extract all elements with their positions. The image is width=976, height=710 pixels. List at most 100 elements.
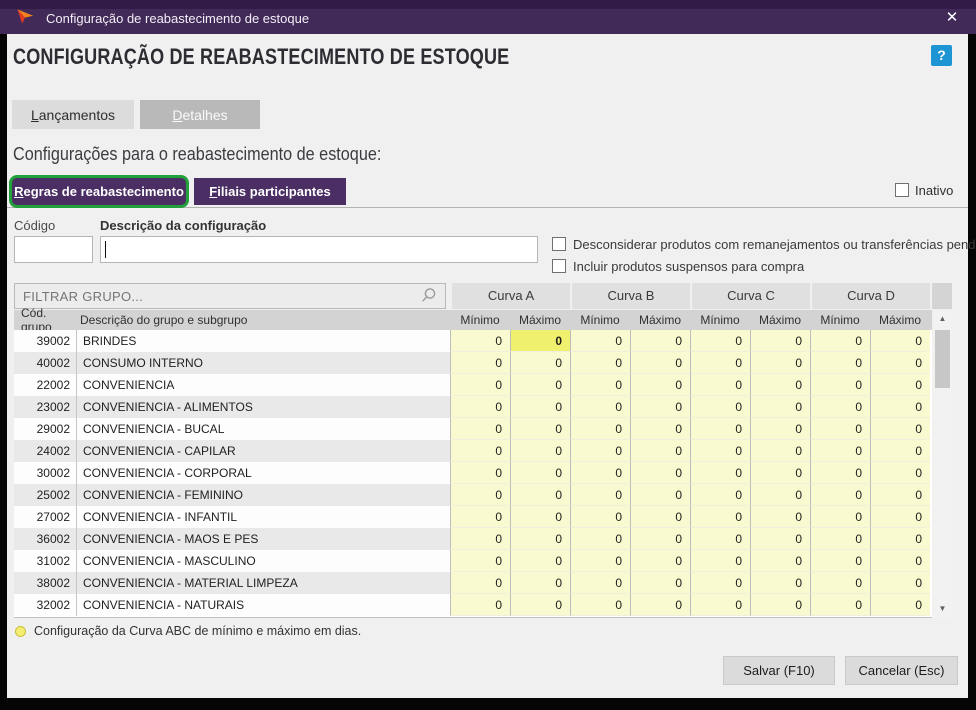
cell-curve-value[interactable]: 0 <box>570 396 630 418</box>
cell-curve-value[interactable]: 0 <box>870 528 930 550</box>
cancel-button[interactable]: Cancelar (Esc) <box>845 656 958 685</box>
cell-curve-value[interactable]: 0 <box>690 330 750 352</box>
cell-curve-value[interactable]: 0 <box>690 352 750 374</box>
cell-curve-value[interactable]: 0 <box>870 462 930 484</box>
cell-curve-value[interactable]: 0 <box>630 396 690 418</box>
cell-curve-value[interactable]: 0 <box>690 462 750 484</box>
table-row[interactable]: 32002 CONVENIENCIA - NATURAIS 0 0 0 0 0 0 0 0 <box>14 594 932 616</box>
cell-curve-value[interactable]: 0 <box>570 550 630 572</box>
cell-curve-value[interactable]: 0 <box>510 352 570 374</box>
cell-curve-value[interactable]: 0 <box>510 484 570 506</box>
cell-curve-value[interactable]: 0 <box>450 396 510 418</box>
cell-curve-value[interactable]: 0 <box>810 528 870 550</box>
cell-curve-value[interactable]: 0 <box>810 352 870 374</box>
cell-curve-value[interactable]: 0 <box>450 484 510 506</box>
cell-curve-value[interactable]: 0 <box>810 594 870 616</box>
help-button[interactable]: ? <box>931 45 952 66</box>
cell-curve-value[interactable]: 0 <box>870 572 930 594</box>
cell-curve-value[interactable]: 0 <box>870 374 930 396</box>
cell-curve-value[interactable]: 0 <box>690 572 750 594</box>
cell-curve-value[interactable]: 0 <box>630 550 690 572</box>
table-row[interactable]: 25002 CONVENIENCIA - FEMININO 0 0 0 0 0 0 0 0 <box>14 484 932 506</box>
cell-curve-value[interactable]: 0 <box>810 484 870 506</box>
cell-curve-value[interactable]: 0 <box>750 396 810 418</box>
cell-curve-value[interactable]: 0 <box>510 418 570 440</box>
cell-curve-value[interactable]: 0 <box>630 374 690 396</box>
cell-curve-value[interactable]: 0 <box>750 506 810 528</box>
cell-curve-value[interactable]: 0 <box>810 506 870 528</box>
cell-curve-value[interactable]: 0 <box>750 440 810 462</box>
cell-curve-value[interactable]: 0 <box>750 462 810 484</box>
cell-curve-value[interactable]: 0 <box>630 484 690 506</box>
cell-curve-value[interactable]: 0 <box>870 550 930 572</box>
search-icon[interactable] <box>420 287 437 309</box>
cell-curve-value[interactable]: 0 <box>630 528 690 550</box>
cell-curve-value[interactable]: 0 <box>690 374 750 396</box>
detalhes-button[interactable]: Detalhes <box>140 100 260 129</box>
cell-curve-value[interactable]: 0 <box>510 462 570 484</box>
cell-curve-value[interactable]: 0 <box>810 418 870 440</box>
cell-curve-value[interactable]: 0 <box>870 506 930 528</box>
cell-curve-value[interactable]: 0 <box>630 462 690 484</box>
vertical-scrollbar[interactable]: ▲ ▼ <box>933 310 952 618</box>
cell-curve-value[interactable]: 0 <box>570 352 630 374</box>
cell-curve-value[interactable]: 0 <box>690 550 750 572</box>
cell-curve-value[interactable]: 0 <box>750 528 810 550</box>
cell-curve-value[interactable]: 0 <box>810 374 870 396</box>
filter-group-input[interactable] <box>14 283 446 309</box>
cell-curve-value[interactable]: 0 <box>630 352 690 374</box>
cell-curve-value[interactable]: 0 <box>690 484 750 506</box>
cell-curve-value[interactable]: 0 <box>570 418 630 440</box>
save-button[interactable]: Salvar (F10) <box>723 656 835 685</box>
cell-curve-value[interactable]: 0 <box>690 594 750 616</box>
cell-curve-value[interactable]: 0 <box>570 440 630 462</box>
cell-curve-value[interactable]: 0 <box>750 550 810 572</box>
cell-curve-value[interactable]: 0 <box>870 418 930 440</box>
cell-curve-value[interactable]: 0 <box>630 506 690 528</box>
cell-curve-value[interactable]: 0 <box>630 418 690 440</box>
cell-curve-value[interactable]: 0 <box>450 352 510 374</box>
cell-curve-value[interactable]: 0 <box>750 594 810 616</box>
cell-curve-value[interactable]: 0 <box>870 484 930 506</box>
cell-curve-value[interactable]: 0 <box>870 440 930 462</box>
table-row[interactable]: 39002 BRINDES 0 0 0 0 0 0 0 0 <box>14 330 932 352</box>
lancamentos-button[interactable]: Lançamentos <box>12 100 134 129</box>
cell-curve-value[interactable]: 0 <box>510 330 570 352</box>
inativo-checkbox[interactable] <box>895 183 909 197</box>
cell-curve-value[interactable]: 0 <box>690 528 750 550</box>
table-row[interactable]: 22002 CONVENIENCIA 0 0 0 0 0 0 0 0 <box>14 374 932 396</box>
descricao-field[interactable] <box>100 236 538 263</box>
cell-curve-value[interactable]: 0 <box>510 572 570 594</box>
cell-curve-value[interactable]: 0 <box>750 418 810 440</box>
cell-curve-value[interactable]: 0 <box>510 440 570 462</box>
cell-curve-value[interactable]: 0 <box>750 484 810 506</box>
cell-curve-value[interactable]: 0 <box>450 550 510 572</box>
table-row[interactable]: 30002 CONVENIENCIA - CORPORAL 0 0 0 0 0 0 0 0 <box>14 462 932 484</box>
cell-curve-value[interactable]: 0 <box>450 506 510 528</box>
cell-curve-value[interactable]: 0 <box>570 594 630 616</box>
cell-curve-value[interactable]: 0 <box>810 572 870 594</box>
cell-curve-value[interactable]: 0 <box>810 462 870 484</box>
table-row[interactable]: 29002 CONVENIENCIA - BUCAL 0 0 0 0 0 0 0 0 <box>14 418 932 440</box>
cell-curve-value[interactable]: 0 <box>450 440 510 462</box>
cell-curve-value[interactable]: 0 <box>510 506 570 528</box>
cell-curve-value[interactable]: 0 <box>690 440 750 462</box>
codigo-field[interactable] <box>14 236 93 263</box>
cell-curve-value[interactable]: 0 <box>630 330 690 352</box>
cell-curve-value[interactable]: 0 <box>450 594 510 616</box>
cell-curve-value[interactable]: 0 <box>450 374 510 396</box>
table-row[interactable]: 40002 CONSUMO INTERNO 0 0 0 0 0 0 0 0 <box>14 352 932 374</box>
cell-curve-value[interactable]: 0 <box>750 352 810 374</box>
cell-curve-value[interactable]: 0 <box>510 374 570 396</box>
cell-curve-value[interactable]: 0 <box>570 506 630 528</box>
cell-curve-value[interactable]: 0 <box>450 418 510 440</box>
cell-curve-value[interactable]: 0 <box>510 594 570 616</box>
cell-curve-value[interactable]: 0 <box>570 484 630 506</box>
cell-curve-value[interactable]: 0 <box>870 396 930 418</box>
scrollbar-thumb[interactable] <box>935 330 950 388</box>
incluir-checkbox[interactable] <box>552 259 566 273</box>
cell-curve-value[interactable]: 0 <box>690 396 750 418</box>
cell-curve-value[interactable]: 0 <box>510 528 570 550</box>
close-icon[interactable]: ✕ <box>945 9 959 26</box>
cell-curve-value[interactable]: 0 <box>810 440 870 462</box>
